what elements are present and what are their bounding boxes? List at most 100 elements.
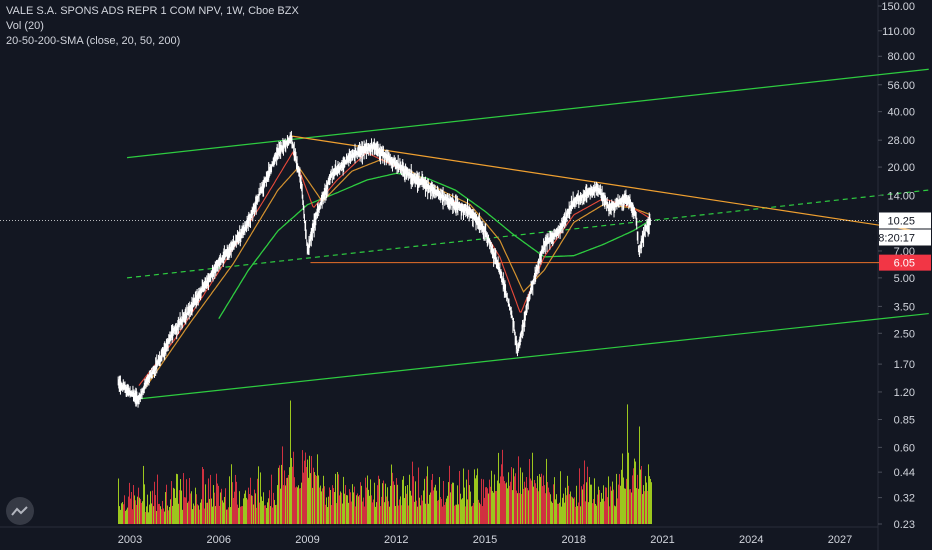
volume-bar [241, 506, 242, 524]
volume-bar [640, 469, 641, 524]
descending-trendline [291, 135, 929, 234]
volume-bar [649, 476, 650, 524]
volume-bar [440, 497, 441, 524]
volume-bar [305, 452, 306, 524]
volume-bar [199, 509, 200, 524]
volume-bar [258, 466, 259, 524]
volume-bar [122, 502, 123, 524]
volume-bar [134, 495, 135, 524]
volume-bar [194, 505, 195, 524]
volume-bar [139, 497, 140, 524]
volume-bar [616, 473, 617, 524]
volume-bar [325, 504, 326, 524]
volume-bar [364, 506, 365, 524]
volume-bar [612, 481, 613, 524]
sma-200-line [218, 172, 652, 320]
volume-bar [346, 495, 347, 524]
y-tick-label: 0.60 [894, 442, 915, 454]
volume-bar [621, 469, 622, 524]
volume-bar [276, 504, 277, 524]
sma-indicator-label[interactable]: 20-50-200-SMA (close, 20, 50, 200) [6, 35, 181, 47]
volume-bar [451, 484, 452, 524]
volume-bar [124, 495, 125, 524]
volume-bar [419, 497, 420, 524]
volume-bar [268, 498, 269, 524]
volume-bar [357, 493, 358, 524]
volume-bar [322, 488, 323, 524]
volume-bar [561, 506, 562, 524]
volume-bar [225, 488, 226, 524]
volume-bar [391, 464, 392, 524]
volume-bar [443, 480, 444, 524]
price-axis[interactable]: 150.00 110.00 80.00 56.00 40.00 28.00 20.00 14.… [878, 1, 915, 531]
chart-legend: VALE S.A. SPONS ADS REPR 1 COM NPV, 1W, … [6, 4, 299, 49]
volume-bar [233, 497, 234, 524]
y-tick-label: 0.85 [894, 415, 915, 427]
volume-bar [586, 482, 587, 524]
x-tick-label: 2027 [828, 534, 852, 546]
price-series [117, 130, 651, 408]
volume-bar [303, 472, 304, 524]
volume-bar [528, 490, 529, 524]
volume-bar [503, 476, 504, 524]
volume-bar [591, 484, 592, 524]
volume-bar [427, 466, 428, 524]
volume-bar [277, 485, 278, 524]
volume-bar [506, 482, 507, 524]
volume-bar [484, 497, 485, 524]
volume-bar [151, 503, 152, 524]
volume-bar [527, 488, 528, 524]
volume-bar [473, 502, 474, 524]
volume-bar [429, 494, 430, 524]
volume-bar [208, 478, 209, 524]
volume-bar [530, 478, 531, 524]
volume-bar [414, 501, 415, 524]
volume-bar [323, 475, 324, 524]
volume-bar [177, 474, 178, 524]
volume-bar [381, 496, 382, 524]
volume-bar [541, 473, 542, 524]
volume-bar [486, 487, 487, 524]
volume-bar [298, 485, 299, 524]
volume-bar [202, 467, 203, 524]
volume-bar [304, 460, 305, 524]
symbol-title[interactable]: VALE S.A. SPONS ADS REPR 1 COM NPV, 1W, … [6, 5, 299, 17]
volume-bar [383, 480, 384, 524]
volume-bar [385, 483, 386, 524]
volume-bar [633, 468, 634, 524]
volume-bar [544, 485, 545, 524]
volume-bar [489, 479, 490, 524]
volume-bar [406, 493, 407, 524]
volume-bar [460, 493, 461, 524]
volume-bar [242, 506, 243, 524]
volume-bar [347, 495, 348, 524]
volume-bar [468, 469, 469, 524]
volume-bar [455, 504, 456, 524]
volume-bar [384, 502, 385, 524]
volume-bar [310, 473, 311, 524]
y-tick-label: 150.00 [881, 1, 915, 13]
volume-bar [348, 502, 349, 524]
volume-bar [193, 503, 194, 524]
volume-bar [133, 485, 134, 524]
volume-bar [339, 495, 340, 524]
y-tick-label: 56.00 [887, 80, 915, 92]
volume-bar [418, 467, 419, 524]
volume-bar [607, 497, 608, 524]
volume-bar [412, 461, 413, 524]
volume-bar [422, 500, 423, 524]
volume-bar [625, 488, 626, 524]
volume-bar [584, 460, 585, 524]
volume-bar [575, 506, 576, 524]
volume-bar [572, 497, 573, 524]
time-axis[interactable]: 2003 2006 2009 2012 2015 2018 2021 2024 2027 [118, 534, 852, 546]
volume-indicator-label[interactable]: Vol (20) [6, 20, 44, 32]
volume-bar [238, 507, 239, 524]
volume-bar [190, 493, 191, 524]
volume-bar [253, 504, 254, 524]
tradingview-logo-icon[interactable] [6, 497, 34, 525]
volume-bar [252, 495, 253, 524]
